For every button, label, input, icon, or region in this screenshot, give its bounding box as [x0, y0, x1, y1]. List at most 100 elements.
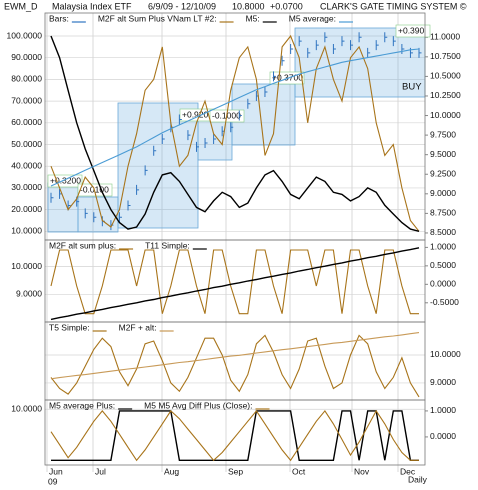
series-line [51, 410, 419, 461]
y2-tick-label: 0.0000 [430, 431, 456, 441]
y2-tick-label: 0.0000 [430, 279, 456, 289]
y2-tick-label: 9.5000 [430, 149, 456, 159]
annotation-box [395, 24, 431, 38]
y2-tick-label: 1.0000 [430, 405, 456, 415]
price-bar [247, 98, 251, 109]
y2-tick-label: 1.0000 [430, 242, 456, 252]
price-bar [401, 44, 405, 55]
y-tick-label: 60.0000 [11, 117, 42, 127]
y2-tick-label: -0.5000 [430, 297, 459, 307]
x-tick-label: Sep [228, 466, 243, 476]
x-tick-label: Nov [354, 466, 370, 476]
y-tick-label: 10.0000 [11, 261, 42, 271]
y2-tick-label: 9.0000 [430, 188, 456, 198]
price-bar [127, 200, 131, 211]
year-label: 09 [48, 476, 58, 486]
trade-box [47, 182, 79, 233]
interval-label: Daily [408, 474, 428, 484]
annotation-text: +0.390 [398, 25, 425, 35]
y2-tick-label: 8.5000 [430, 227, 456, 237]
price-bar [213, 134, 217, 145]
y-tick-label: 90.0000 [11, 52, 42, 62]
price-bar [144, 165, 148, 176]
y2-tick-label: 9.0000 [430, 377, 456, 387]
price-bar [367, 47, 371, 58]
trade-box [117, 102, 199, 229]
y-tick-label: 9.0000 [16, 289, 42, 299]
y-tick-label: 50.0000 [11, 139, 42, 149]
price-bar [178, 114, 182, 125]
price-bar [238, 110, 242, 121]
price-bar [341, 36, 345, 47]
price-bar [50, 192, 54, 203]
price-bar [264, 87, 268, 98]
series-line [50, 409, 419, 462]
annotation-text: +0.3200 [50, 175, 81, 185]
x-tick-label: Jul [95, 466, 106, 476]
price-bar [230, 122, 234, 133]
price-bar [358, 32, 362, 43]
y2-tick-label: 10.0000 [430, 110, 461, 120]
legend-label: T5 Simple: [49, 322, 90, 332]
legend-label: M5 average: [289, 13, 336, 23]
y2-tick-label: 11.0000 [430, 32, 460, 42]
annotation-text: +0.920 [182, 109, 209, 119]
y2-tick-label: 10.5000 [430, 71, 461, 81]
legend-label: M5 average Plus: [49, 400, 115, 410]
y-tick-label: 40.0000 [11, 160, 42, 170]
y-tick-label: 20.0000 [11, 204, 42, 214]
price-bar [298, 36, 302, 47]
price-bar [332, 44, 336, 55]
legend-label: T11 Simple: [145, 240, 190, 250]
x-tick-label: Oct [292, 466, 306, 476]
series-line [50, 34, 420, 232]
annotation: BUY [402, 82, 422, 93]
price-bar [350, 40, 354, 51]
price-change: +0.0700 [270, 1, 303, 11]
y2-tick-label: 8.7500 [430, 208, 456, 218]
price-bar [93, 212, 97, 223]
last-price: 10.8000 [232, 1, 265, 11]
annotation-text: +0.3700 [272, 72, 303, 82]
price-bar [315, 40, 319, 51]
legend-label: M5 M5 Avg Diff Plus (Close): [144, 400, 252, 410]
series-line [50, 247, 420, 321]
panel-frame [44, 399, 426, 466]
annotation: +0.390 [395, 24, 431, 38]
legend-label: M2F alt sum plus: [49, 240, 116, 250]
y2-tick-label: 0.5000 [430, 260, 456, 270]
x-tick-label: Jun [49, 466, 63, 476]
price-bar [281, 55, 285, 66]
price-bar [84, 208, 88, 219]
x-tick-label: Dec [400, 466, 416, 476]
y-tick-label: 10.0000 [11, 226, 42, 236]
series-line [50, 334, 420, 398]
price-bar [384, 32, 388, 43]
series-line [50, 48, 420, 187]
legend-label: Bars: [49, 13, 69, 23]
y2-tick-label: 9.2500 [430, 168, 456, 178]
legend-label: M2F + alt: [119, 322, 157, 332]
y-tick-label: 100.0000 [7, 30, 43, 40]
legend-label: M5: [246, 13, 260, 23]
y2-tick-label: 10.0000 [430, 349, 461, 359]
price-bar [392, 36, 396, 47]
price-bar [375, 40, 379, 51]
price-bar [324, 32, 328, 43]
y2-tick-label: 9.7500 [430, 129, 456, 139]
y-tick-label: 30.0000 [11, 182, 42, 192]
y-tick-label: 80.0000 [11, 74, 42, 84]
x-tick-label: Aug [164, 466, 179, 476]
price-bar [153, 145, 157, 156]
series-line [50, 249, 419, 315]
date-range: 6/9/09 - 12/10/09 [148, 1, 216, 11]
legend-label: M2F alt Sum Plus VNam LT #2: [98, 13, 217, 23]
price-bar [204, 137, 208, 148]
y-tick-label: 70.0000 [11, 95, 42, 105]
system-name: CLARK'S GATE TIMING SYSTEM © [320, 1, 467, 11]
price-bar [273, 71, 277, 82]
y2-tick-label: 10.7500 [430, 51, 461, 61]
price-bar [307, 47, 311, 58]
price-bar [161, 134, 165, 145]
